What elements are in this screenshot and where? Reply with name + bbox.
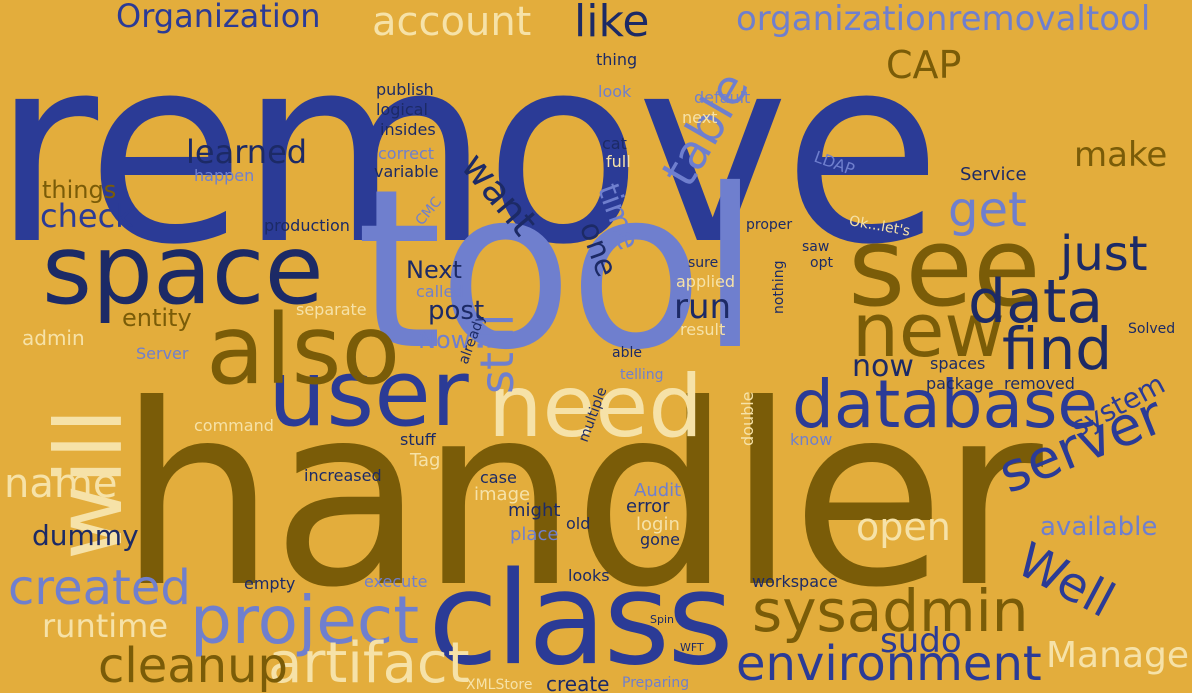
word-gone: gone — [640, 530, 680, 549]
word-runtime: runtime — [42, 607, 169, 645]
word-open: open — [856, 505, 951, 549]
word-manage: Manage — [1046, 635, 1189, 676]
word-next-cap: Next — [406, 256, 462, 284]
word-spaces: spaces — [930, 354, 986, 373]
word-package: package — [926, 374, 994, 393]
word-name: name — [4, 461, 118, 507]
word-audit: Audit — [634, 480, 682, 501]
word-artifact: artifact — [268, 631, 470, 693]
word-happen: happen — [194, 166, 255, 185]
word-organizationremovaltool: organizationremovaltool — [736, 0, 1151, 39]
word-remove: remove — [0, 1, 942, 301]
word-case: case — [480, 468, 517, 487]
word-full: full — [606, 152, 631, 171]
word-applied: applied — [676, 272, 736, 291]
word-now: now — [852, 349, 914, 384]
word-entity: entity — [122, 304, 192, 332]
word-result: result — [680, 320, 726, 339]
word-now-cap: Now — [418, 326, 471, 354]
word-like: like — [574, 0, 650, 47]
word-increased: increased — [304, 466, 382, 485]
word-space: space — [42, 214, 324, 326]
word-see: see — [848, 203, 1041, 331]
word-look: look — [598, 82, 632, 101]
word-cleanup: cleanup — [98, 638, 288, 693]
word-also: also — [206, 294, 401, 406]
word-empty: empty — [244, 574, 296, 593]
word-user: user — [268, 340, 469, 447]
word-handler: handler — [118, 351, 1043, 642]
word-production: production — [264, 216, 350, 235]
word-solved: Solved — [1128, 321, 1176, 337]
word-create: create — [546, 672, 610, 693]
word-might: might — [508, 500, 561, 521]
word-saw: saw — [802, 239, 830, 255]
word-class: class — [428, 545, 734, 693]
word-server-small: Server — [136, 344, 189, 363]
word-able: able — [612, 345, 642, 361]
word-find: find — [1002, 315, 1113, 383]
word-insides: insides — [380, 120, 436, 139]
word-xmlstore: XMLStore — [466, 677, 533, 693]
word-check: check — [40, 197, 134, 235]
word-account: account — [372, 0, 532, 45]
word-preparing: Preparing — [622, 675, 690, 691]
word-nothing: nothing — [771, 260, 787, 314]
word-run: run — [674, 287, 732, 327]
word-old: old — [566, 514, 591, 533]
word-things: things — [42, 176, 117, 204]
word-workspace: workspace — [752, 572, 838, 591]
word-sysadmin: sysadmin — [752, 577, 1029, 645]
word-default: default — [694, 88, 751, 107]
word-dummy: dummy — [32, 519, 139, 552]
word-error: error — [626, 496, 670, 517]
word-wft: WFT — [680, 641, 704, 654]
word-tool: tool — [356, 142, 761, 398]
word-new: new — [852, 288, 1005, 374]
word-get: get — [948, 182, 1027, 238]
word-proper: proper — [746, 217, 793, 233]
word-cat: cat — [602, 134, 627, 153]
word-make: make — [1074, 135, 1168, 175]
word-execute: execute — [364, 572, 428, 591]
word-created: created — [8, 560, 191, 616]
word-spin: Spin — [650, 613, 674, 626]
word-organization: Organization — [116, 0, 321, 35]
word-login: login — [636, 514, 680, 535]
word-data: data — [968, 267, 1104, 337]
word-telling: telling — [620, 367, 664, 383]
word-correct: correct — [378, 144, 435, 163]
word-place: place — [510, 524, 559, 545]
word-called: called — [416, 282, 464, 301]
word-database: database — [792, 366, 1098, 443]
word-service: Service — [960, 164, 1027, 185]
word-image: image — [474, 484, 531, 505]
word-know: know — [790, 430, 833, 449]
word-sure: sure — [688, 255, 719, 271]
word-sudo: sudo — [880, 621, 962, 661]
word-stuff: stuff — [400, 430, 436, 449]
word-need: need — [488, 357, 703, 457]
word-post: post — [428, 296, 485, 326]
word-publish: publish — [376, 80, 434, 99]
word-command: command — [194, 416, 274, 435]
word-next: next — [682, 108, 718, 127]
word-environment: environment — [736, 636, 1042, 692]
word-cap: CAP — [886, 43, 962, 87]
word-admin: admin — [22, 326, 85, 350]
word-opt: opt — [810, 255, 833, 271]
word-double: double — [738, 391, 757, 446]
word-learned: learned — [186, 133, 308, 171]
word-separate: separate — [296, 300, 367, 319]
word-project: project — [190, 582, 420, 659]
word-available: available — [1040, 512, 1158, 542]
word-removed: removed — [1004, 374, 1075, 393]
word-thing: thing — [596, 50, 638, 69]
word-tag: Tag — [410, 450, 441, 471]
word-looks: looks — [568, 566, 610, 585]
word-just: just — [1060, 226, 1148, 282]
word-variable: variable — [374, 162, 439, 181]
word-logical: logical — [376, 100, 428, 119]
